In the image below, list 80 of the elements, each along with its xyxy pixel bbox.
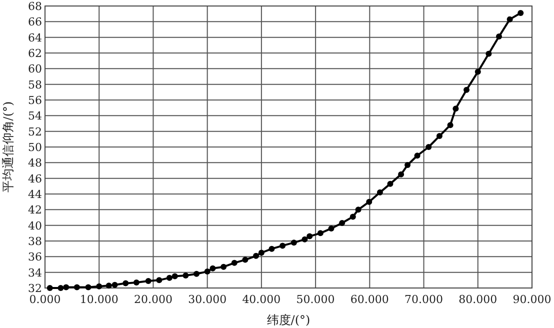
y-tick-label: 56 <box>28 94 42 107</box>
point <box>74 284 80 290</box>
x-tick-label: 50.000 <box>296 293 335 306</box>
point <box>112 282 118 288</box>
x-tick-label: 0.000 <box>29 293 61 306</box>
point <box>398 171 404 178</box>
y-tick-label: 64 <box>28 31 42 44</box>
point <box>172 273 178 280</box>
point <box>220 264 227 270</box>
point <box>258 250 264 256</box>
point <box>63 284 70 290</box>
y-tick-label: 42 <box>28 204 42 217</box>
point <box>204 268 210 275</box>
point <box>317 230 324 236</box>
x-tick-label: 60.000 <box>350 293 389 306</box>
point <box>452 106 459 112</box>
point <box>106 282 112 289</box>
y-tick-label: 40 <box>28 219 42 232</box>
point <box>145 278 152 284</box>
point <box>253 252 260 259</box>
point <box>447 122 454 128</box>
point <box>182 272 189 278</box>
point <box>133 280 140 286</box>
point <box>46 285 53 291</box>
x-tick-label: 30.000 <box>188 293 227 306</box>
point <box>426 144 432 150</box>
point <box>85 284 92 290</box>
point <box>306 233 313 240</box>
x-tick-label: 10.000 <box>80 293 118 306</box>
point <box>96 283 102 290</box>
y-tick-label: 32 <box>28 282 42 295</box>
y-tick-label: 50 <box>28 141 42 154</box>
point <box>194 270 200 277</box>
point <box>231 260 238 266</box>
point <box>486 50 492 57</box>
point <box>355 206 362 213</box>
point <box>302 236 308 242</box>
point <box>242 256 248 263</box>
point <box>518 10 524 16</box>
point <box>404 162 411 168</box>
y-tick-label: 36 <box>28 250 42 264</box>
point <box>339 220 346 226</box>
x-tick-label: 90.000 <box>512 293 552 306</box>
point <box>506 16 513 22</box>
point <box>350 214 356 220</box>
point <box>376 189 383 196</box>
point <box>328 225 334 232</box>
point <box>436 133 442 140</box>
point <box>58 285 64 291</box>
point <box>496 34 502 40</box>
y-tick-label: 58 <box>28 78 42 92</box>
point <box>280 242 286 249</box>
point <box>156 277 162 284</box>
point <box>474 68 481 75</box>
y-tick-label: 62 <box>28 47 42 60</box>
point <box>290 240 297 246</box>
point <box>387 180 394 187</box>
y-tick-label: 48 <box>28 156 42 170</box>
y-tick-label: 44 <box>28 188 42 201</box>
point <box>268 246 275 252</box>
y-tick-label: 60 <box>28 62 42 76</box>
point <box>464 86 470 93</box>
x-tick-label: 70.000 <box>404 293 444 306</box>
y-axis-title: 平均通信仰角/(°) <box>1 101 15 193</box>
y-tick-label: 68 <box>28 0 42 13</box>
x-tick-label: 40.000 <box>242 293 281 306</box>
y-tick-label: 38 <box>28 235 42 248</box>
y-tick-label: 46 <box>28 172 42 186</box>
x-axis-title: 纬度/(°) <box>266 313 310 327</box>
point <box>210 265 216 272</box>
y-tick-label: 52 <box>28 125 42 138</box>
y-tick-label: 66 <box>28 16 42 29</box>
y-tick-label: 34 <box>28 266 42 280</box>
point <box>122 280 129 286</box>
point <box>366 198 372 205</box>
point <box>166 274 172 281</box>
x-tick-label: 80.000 <box>458 293 498 306</box>
point <box>414 152 420 159</box>
x-tick-label: 20.000 <box>134 293 172 306</box>
y-tick-label: 54 <box>28 110 42 123</box>
